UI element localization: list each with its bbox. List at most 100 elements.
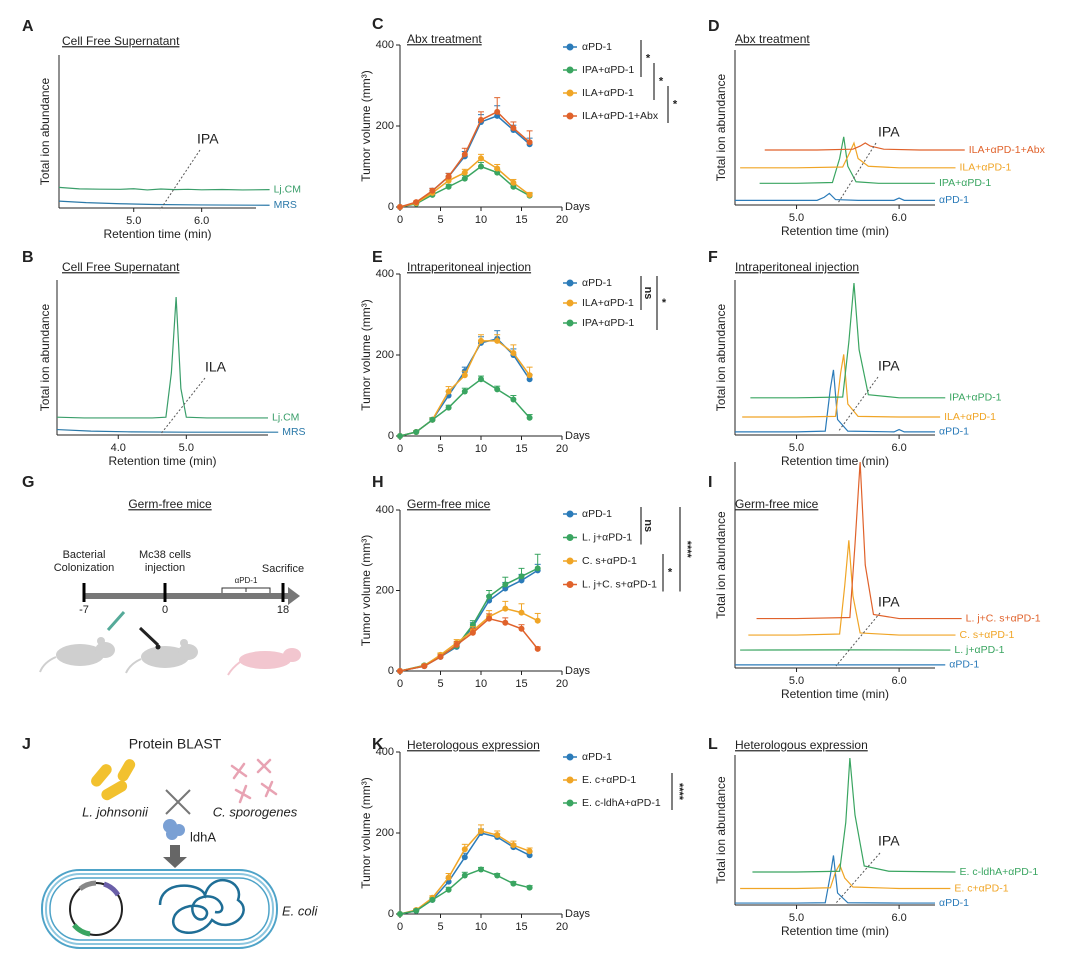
y-axis-label: Total ion abundance xyxy=(714,303,728,411)
panel-label: H xyxy=(372,474,384,491)
annotation: IPA xyxy=(878,358,900,374)
data-point xyxy=(445,388,452,395)
annotation: IPA xyxy=(878,833,900,849)
x-tick-label: 6.0 xyxy=(891,442,906,454)
x-tick-label: 0 xyxy=(397,921,403,933)
series-label: E. c-ldhA+αPD-1 xyxy=(960,866,1039,878)
series-line xyxy=(399,607,539,672)
x-tick-label: 20 xyxy=(556,921,568,933)
legend-label: C. s+αPD-1 xyxy=(582,555,637,567)
x-tick-label: 5.0 xyxy=(179,442,194,454)
x-tick-label: 0 xyxy=(397,443,403,455)
cross xyxy=(165,789,191,815)
diagram-j: J Protein BLAST L. johnsonii C. sporogen… xyxy=(22,736,319,949)
legend-marker xyxy=(566,43,574,51)
data-point xyxy=(461,846,468,853)
legend-label: ILA+αPD-1 xyxy=(582,297,634,309)
series-line xyxy=(750,283,946,399)
panel-label: I xyxy=(708,474,712,491)
x-tick-label: 5.0 xyxy=(126,215,141,227)
data-point xyxy=(478,376,484,383)
series-label: ILA+αPD-1 xyxy=(960,162,1012,174)
data-point xyxy=(510,880,517,887)
x-tick-label: 5.0 xyxy=(789,442,804,454)
data-point xyxy=(486,615,493,622)
data-point xyxy=(518,625,525,632)
x-tick-label: 6.0 xyxy=(891,912,906,924)
x-tick-label: 5.0 xyxy=(789,212,804,224)
y-axis-label: Tumor volume (mm³) xyxy=(359,535,373,647)
legend-label: ILA+αPD-1 xyxy=(582,87,634,99)
data-point xyxy=(526,884,533,891)
protein xyxy=(163,819,185,840)
series-label: ILA+αPD-1+Abx xyxy=(969,144,1046,156)
data-point xyxy=(429,896,436,903)
annotation-line xyxy=(835,852,881,904)
series-label: Lj.CM xyxy=(274,183,301,195)
panel-title: Abx treatment xyxy=(735,32,810,46)
y-tick-label: 0 xyxy=(388,908,394,920)
diagram-g: G Germ-free mice Bacterial Colonization … xyxy=(22,474,304,676)
event-label: Sacrifice xyxy=(262,563,304,575)
significance-label: ns xyxy=(642,287,654,300)
series-label: MRS xyxy=(274,199,297,211)
series-line xyxy=(742,354,941,418)
data-point xyxy=(453,641,460,648)
x-axis-label: Days xyxy=(565,430,591,442)
legend-marker xyxy=(566,112,574,120)
y-tick-label: 400 xyxy=(376,39,394,51)
annotation: IPA xyxy=(878,124,900,140)
y-tick-label: 200 xyxy=(376,827,394,839)
y-tick-label: 200 xyxy=(376,120,394,132)
data-point xyxy=(461,854,468,861)
y-tick-label: 400 xyxy=(376,268,394,280)
data-point xyxy=(526,414,533,421)
x-tick-label: 5.0 xyxy=(789,675,804,687)
data-point xyxy=(510,842,517,849)
x-tick-label: 10 xyxy=(475,678,487,690)
series-label: C. s+αPD-1 xyxy=(960,629,1015,641)
gavage xyxy=(106,611,126,631)
legend-marker xyxy=(566,753,574,761)
data-point xyxy=(534,645,541,652)
data-point xyxy=(510,349,517,356)
mouse xyxy=(227,648,301,676)
x-tick-label: 5 xyxy=(437,443,443,455)
data-point xyxy=(518,609,525,616)
organism-label: C. sporogenes xyxy=(213,804,298,819)
y-axis-label: Total ion abundance xyxy=(714,511,728,619)
y-axis-label: Tumor volume (mm³) xyxy=(359,70,373,182)
data-point xyxy=(397,433,403,439)
x-tick-label: 20 xyxy=(556,214,568,226)
x-tick-label: 6.0 xyxy=(194,215,209,227)
legend-label: αPD-1 xyxy=(582,751,612,763)
data-point xyxy=(478,163,484,170)
data-point xyxy=(413,199,420,206)
series-line xyxy=(759,136,935,184)
panel-title: Germ-free mice xyxy=(407,497,491,511)
x-axis-label: Retention time (min) xyxy=(781,454,889,468)
x-tick-label: 10 xyxy=(475,443,487,455)
x-tick-label: 10 xyxy=(475,921,487,933)
data-point xyxy=(494,872,501,879)
panel-title: Cell Free Supernatant xyxy=(62,34,180,48)
y-axis-label: Tumor volume (mm³) xyxy=(359,299,373,411)
data-point xyxy=(397,668,403,674)
data-point xyxy=(461,372,468,379)
data-point xyxy=(413,428,420,435)
series-line xyxy=(752,757,956,873)
y-tick-label: 0 xyxy=(388,201,394,213)
legend-marker xyxy=(566,534,574,541)
series-line xyxy=(756,461,962,620)
legend-marker xyxy=(566,776,574,784)
timeline xyxy=(84,593,290,599)
series-line xyxy=(735,855,935,904)
data-point xyxy=(478,116,484,123)
data-point xyxy=(469,629,476,636)
data-point xyxy=(510,396,517,403)
bacteria xyxy=(91,759,136,801)
diagram-title: Protein BLAST xyxy=(129,736,222,752)
data-point xyxy=(437,653,444,660)
annotation: IPA xyxy=(197,131,219,147)
significance-label: **** xyxy=(681,541,693,559)
